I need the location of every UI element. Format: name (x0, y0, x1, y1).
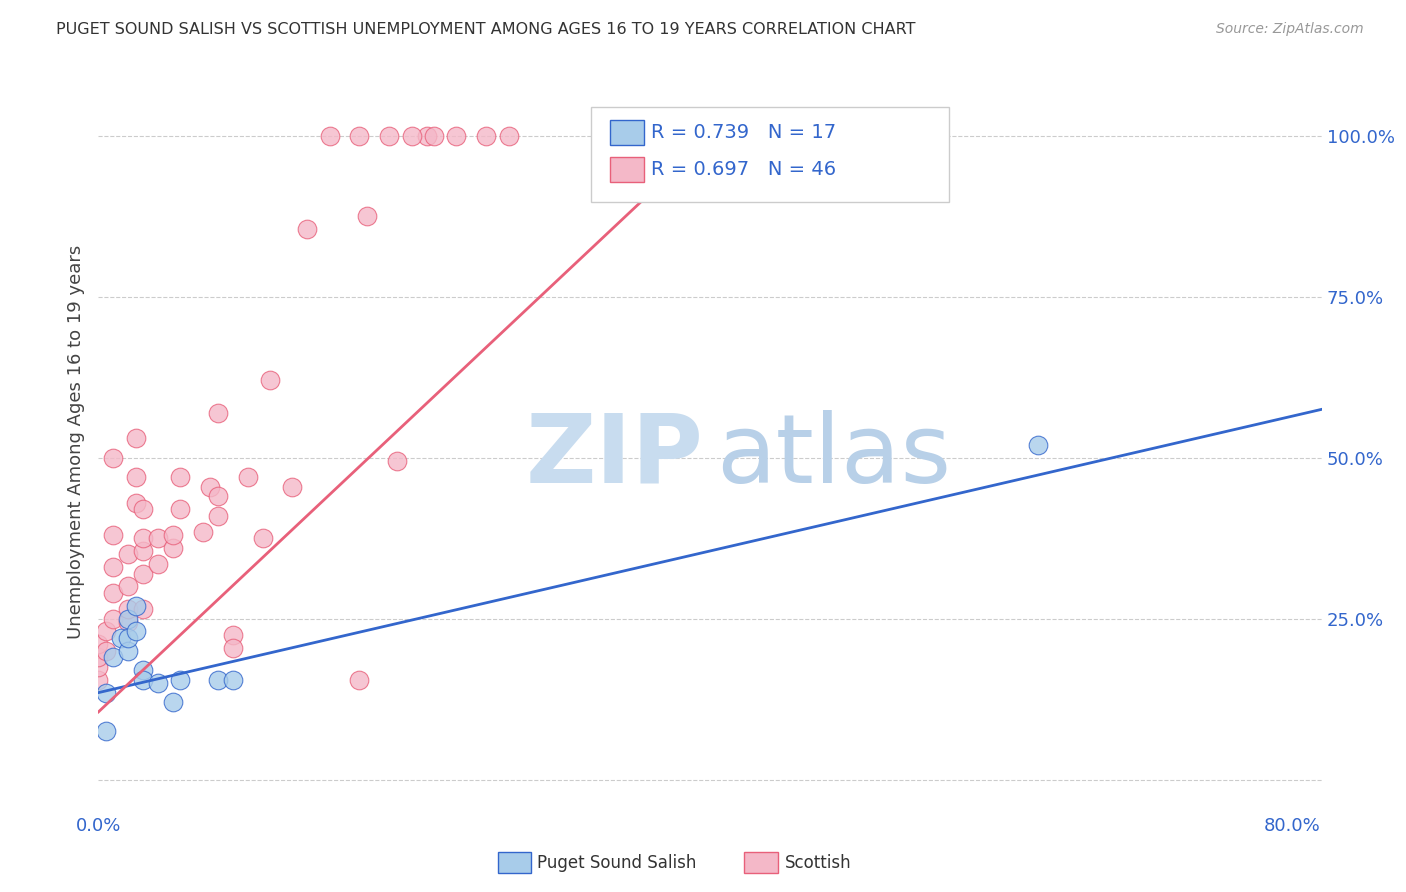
Text: R = 0.697   N = 46: R = 0.697 N = 46 (651, 160, 837, 179)
Point (125, 431, 148, 445)
Point (103, 560, 125, 574)
Point (87, 650, 110, 665)
Point (132, 566, 155, 581)
Point (103, 650, 125, 665)
Point (117, 547, 139, 561)
Point (401, 128, 423, 143)
Point (132, 502, 155, 516)
Point (207, 673, 229, 687)
Text: Puget Sound Salish: Puget Sound Salish (537, 854, 696, 871)
Point (162, 528, 184, 542)
Point (221, 640, 243, 655)
Text: Scottish: Scottish (785, 854, 851, 871)
Point (146, 531, 169, 545)
Point (385, 454, 408, 468)
Point (103, 586, 125, 600)
Text: ZIP: ZIP (526, 409, 704, 503)
Point (87, 637, 110, 651)
Point (94, 685, 117, 699)
Text: PUGET SOUND SALISH VS SCOTTISH UNEMPLOYMENT AMONG AGES 16 TO 19 YEARS CORRELATIO: PUGET SOUND SALISH VS SCOTTISH UNEMPLOYM… (56, 22, 915, 37)
Point (415, 128, 437, 143)
Point (252, 531, 274, 545)
Point (87, 660, 110, 674)
Point (207, 508, 229, 523)
Point (498, 128, 520, 143)
Point (349, 673, 371, 687)
Point (125, 599, 148, 613)
Point (103, 450, 125, 465)
Text: Source: ZipAtlas.com: Source: ZipAtlas.com (1216, 22, 1364, 37)
Point (162, 541, 184, 555)
Point (103, 611, 125, 625)
Point (117, 602, 139, 616)
Point (169, 673, 191, 687)
Point (236, 470, 259, 484)
Point (475, 128, 498, 143)
Point (1026, 438, 1049, 452)
Point (318, 128, 340, 143)
Text: R = 0.739   N = 17: R = 0.739 N = 17 (651, 123, 837, 143)
Point (132, 663, 155, 677)
Point (117, 615, 139, 629)
Point (162, 695, 184, 709)
Text: atlas: atlas (716, 409, 952, 503)
Point (125, 496, 148, 510)
Point (110, 631, 132, 645)
Point (125, 470, 148, 484)
Point (207, 489, 229, 503)
Point (349, 128, 371, 143)
Point (281, 480, 304, 494)
Point (87, 673, 110, 687)
Point (132, 544, 155, 558)
Point (221, 628, 243, 642)
Point (103, 528, 125, 542)
Point (94, 724, 117, 739)
Point (609, 128, 631, 143)
Point (117, 631, 139, 645)
Point (94, 644, 117, 658)
Point (169, 502, 191, 516)
Point (132, 602, 155, 616)
Point (94, 624, 117, 639)
Point (132, 673, 155, 687)
Point (297, 222, 319, 236)
Point (117, 611, 139, 625)
Point (207, 406, 229, 420)
Point (132, 531, 155, 545)
Point (117, 579, 139, 593)
Point (446, 128, 468, 143)
Point (259, 373, 281, 387)
Point (378, 128, 401, 143)
Point (200, 480, 222, 494)
Point (423, 128, 446, 143)
Y-axis label: Unemployment Among Ages 16 to 19 years: Unemployment Among Ages 16 to 19 years (66, 244, 84, 639)
Point (221, 673, 243, 687)
Point (146, 676, 169, 690)
Point (117, 644, 139, 658)
Point (125, 624, 148, 639)
Point (356, 209, 378, 223)
Point (146, 557, 169, 571)
Point (169, 470, 191, 484)
Point (191, 524, 214, 539)
